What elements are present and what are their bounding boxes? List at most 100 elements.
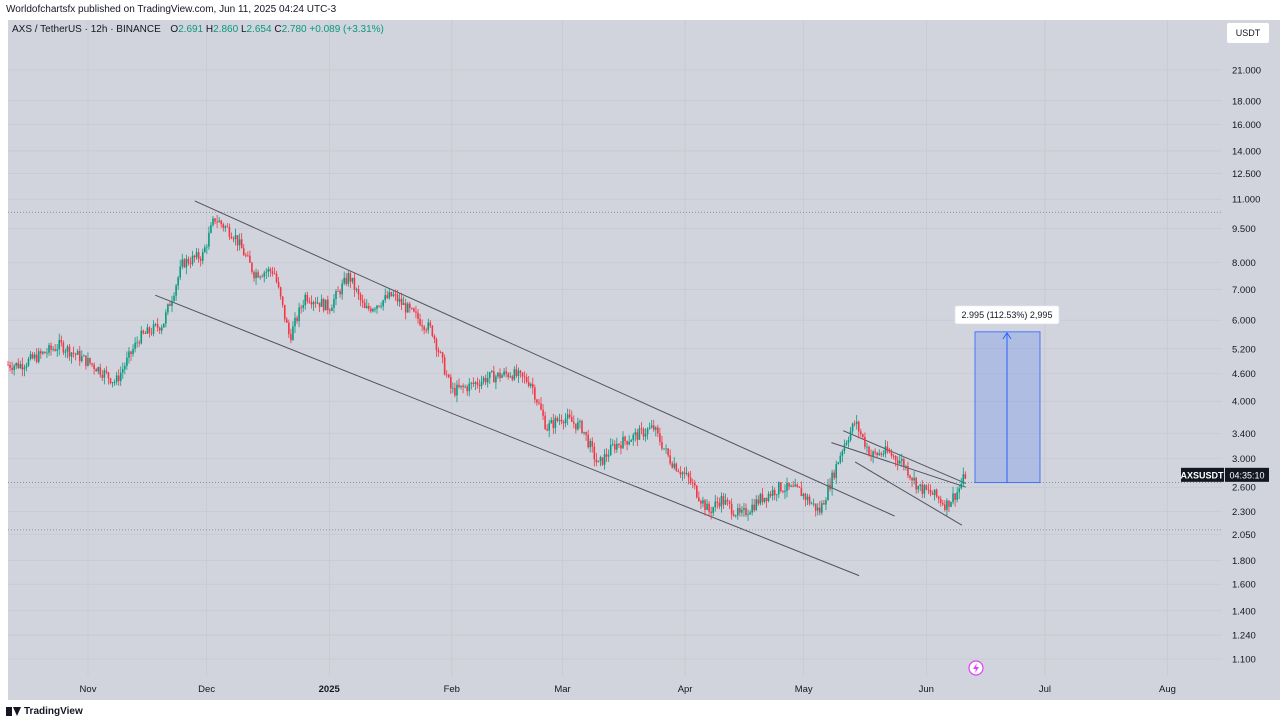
candle-body (611, 444, 614, 446)
candle-body (78, 350, 81, 362)
symbol-legend: AXS / TetherUS · 12h · BINANCE O2.691 H2… (12, 24, 384, 35)
flash-icon[interactable] (968, 660, 984, 676)
price-tick-label: 1.240 (1232, 631, 1256, 642)
candle-body (306, 294, 309, 302)
candle-body (937, 496, 940, 499)
candle-body (357, 289, 360, 295)
candle-body (823, 503, 825, 505)
candle-body (894, 456, 897, 461)
time-tick-label: Apr (678, 684, 693, 695)
candle-body (474, 382, 477, 385)
price-tick-label: 2.300 (1232, 507, 1256, 518)
price-tick-label: 3.400 (1232, 429, 1256, 440)
candle-body (919, 484, 922, 486)
candle-body (95, 368, 97, 372)
candle-body (923, 485, 926, 494)
candle-body (962, 474, 965, 484)
candle-body (488, 372, 491, 378)
candle-body (683, 472, 686, 474)
candle-body (132, 348, 134, 355)
candle-body (847, 440, 850, 443)
candle-body (786, 482, 788, 491)
candle-body (175, 285, 177, 296)
time-tick-label: Dec (198, 684, 215, 695)
candle-body (396, 294, 399, 302)
candle-body (901, 459, 903, 461)
candle-body (97, 367, 99, 372)
candle-body (794, 484, 796, 487)
candle-body (548, 423, 550, 431)
candle-body (35, 354, 38, 362)
candle-body (560, 419, 563, 422)
candle-body (17, 362, 20, 368)
candle-body (193, 255, 196, 258)
candle-body (763, 497, 766, 502)
candle-body (650, 425, 653, 428)
candle-body (851, 423, 854, 432)
candle-body (341, 283, 343, 295)
candle-body (753, 504, 755, 511)
candle-body (825, 500, 827, 505)
candle-body (771, 489, 774, 496)
time-axis[interactable]: Nov Dec 2025 Feb Mar Apr May Jun Jul Aug (80, 684, 1176, 695)
price-tick-label: 21.000 (1232, 66, 1261, 77)
candle-body (25, 365, 28, 368)
candle-body (644, 434, 647, 437)
candle-body (819, 507, 821, 513)
candle-body (148, 327, 151, 333)
tradingview-footer[interactable]: TradingView (6, 706, 83, 717)
candle-body (335, 291, 337, 299)
candle-body (322, 299, 325, 311)
price-tick-label: 4.600 (1232, 369, 1256, 380)
low-value: 2.654 (246, 24, 272, 35)
candle-body (480, 381, 483, 387)
price-axis[interactable]: 1.100 1.240 1.400 1.600 1.800 2.050 2.300 2.600… (1232, 66, 1261, 666)
candle-body (812, 503, 815, 505)
currency-button[interactable]: USDT (1226, 22, 1270, 44)
candle-body (855, 421, 858, 424)
candle-body (636, 432, 639, 440)
candle-body (425, 329, 427, 331)
candle-body (464, 386, 466, 388)
candle-body (784, 490, 786, 493)
candle-body (862, 434, 864, 438)
candle-body (439, 352, 442, 353)
price-tick-label: 14.000 (1232, 146, 1261, 157)
candle-body (696, 485, 698, 498)
candle-body (804, 493, 807, 500)
time-tick-label: Mar (554, 684, 570, 695)
candle-body (50, 345, 52, 350)
candle-body (583, 431, 585, 433)
candle-body (778, 482, 780, 495)
time-tick-label: Jul (1039, 684, 1051, 695)
candle-body (52, 349, 54, 350)
candle-body (698, 497, 700, 501)
candle-body (835, 464, 837, 478)
candle-body (417, 312, 419, 319)
measure-tool[interactable]: 2.995 (112.53%) 2,995 (954, 305, 1060, 484)
candle-body (380, 306, 382, 308)
candle-body (550, 420, 553, 424)
open-label: O (170, 24, 179, 35)
candle-body (365, 305, 368, 309)
price-chart[interactable]: 2.995 (112.53%) 2,995 1.100 1.240 1.400 1.6… (0, 20, 1280, 700)
candle-body (726, 499, 729, 502)
candle-body (189, 263, 192, 265)
candle-body (392, 294, 395, 297)
candle-body (386, 295, 389, 299)
candle-body (187, 258, 190, 264)
candle-body (263, 272, 266, 277)
candle-body (232, 238, 235, 240)
candle-body (737, 508, 739, 516)
candle-body (447, 374, 450, 378)
candle-body (853, 423, 856, 425)
candle-body (950, 502, 952, 507)
chart-area[interactable]: 2.995 (112.53%) 2,995 1.100 1.240 1.400 1.6… (0, 20, 1280, 700)
candle-body (42, 351, 44, 354)
candle-body (160, 327, 163, 331)
candle-body (368, 305, 370, 309)
candle-body (931, 493, 934, 495)
candle-body (546, 428, 548, 431)
candle-body (394, 294, 397, 296)
candle-body (849, 431, 852, 441)
